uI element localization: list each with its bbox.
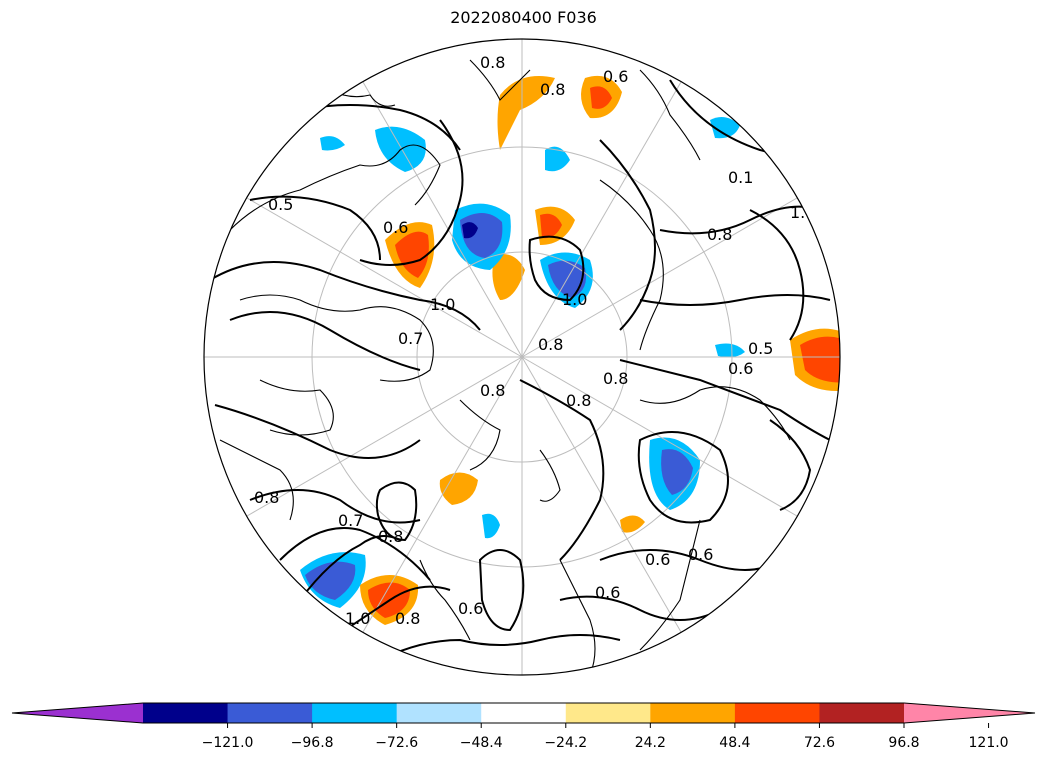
colorbar-segment — [143, 703, 229, 723]
map-boundary — [203, 38, 841, 676]
contour-label: 0.8 — [603, 369, 628, 388]
colorbar-tick-label: −48.4 — [459, 735, 503, 751]
contour-label: 0.5 — [268, 195, 293, 214]
colorbar-segment — [396, 703, 482, 723]
contour-label: 1.0 — [562, 290, 587, 309]
contour-label: 0.5 — [748, 339, 773, 358]
colorbar-tick-label: −121.0 — [201, 735, 254, 751]
contour-label: 0.8 — [395, 609, 420, 628]
colorbar-extend-low — [12, 703, 143, 723]
colorbar-segment — [565, 703, 651, 723]
colorbar-tick-label: 24.2 — [634, 735, 666, 751]
contour-label: 0.1 — [728, 168, 753, 187]
colorbar-extend-high — [904, 703, 1035, 723]
colorbar-segment — [227, 703, 313, 723]
contour-label: 0.6 — [688, 545, 713, 564]
map-title: 2022080400 F036 — [450, 8, 597, 27]
colorbar-segment — [312, 703, 398, 723]
contour-label: 1.0 — [345, 609, 370, 628]
colorbar-tick-label: −96.8 — [290, 735, 334, 751]
colorbar-segment — [819, 703, 905, 723]
contour-label: 0.8 — [566, 391, 591, 410]
contour-label: 0.6 — [458, 599, 483, 618]
colorbar-tick-label: 48.4 — [719, 735, 751, 751]
colorbar-tick-label: −72.6 — [375, 735, 419, 751]
colorbar-tick-label: 72.6 — [803, 735, 836, 751]
contour-label: 1.0 — [430, 295, 455, 314]
colorbar-segment — [650, 703, 736, 723]
contour-label: 0.7 — [398, 329, 423, 348]
contour-label: 0.6 — [383, 218, 408, 237]
contour-label: 0.8 — [538, 335, 563, 354]
contour-label: 0.8 — [540, 80, 565, 99]
colorbar-segment — [481, 703, 567, 723]
contour-label: 0.6 — [603, 67, 628, 86]
colorbar-outline — [11, 702, 1036, 724]
colorbar-segment — [734, 703, 820, 723]
contour-label: 0.8 — [707, 225, 732, 244]
contour-label: 0.8 — [378, 527, 403, 546]
colorbar-tick-label: 96.8 — [888, 735, 920, 751]
contour-label: 0.6 — [595, 583, 620, 602]
contour-label: 0.6 — [728, 359, 753, 378]
contour-label: 0.6 — [645, 550, 670, 569]
polar-map: 0.8 0.6 0.5 0.6 1.0 0.8 0.1 1.0 0.8 0.5 … — [203, 38, 841, 676]
contour-label: 0.8 — [254, 488, 279, 507]
contour-labels: 0.8 0.6 0.5 0.6 1.0 0.8 0.1 1.0 0.8 0.5 … — [254, 53, 815, 628]
contour-label: 0.7 — [338, 511, 363, 530]
colorbar-tick-label: 121.0 — [968, 735, 1009, 751]
contour-label: 0.8 — [480, 381, 505, 400]
colorbar-tick-label: −24.2 — [544, 735, 588, 751]
map-contents: 0.8 0.6 0.5 0.6 1.0 0.8 0.1 1.0 0.8 0.5 … — [204, 39, 840, 675]
contour-label: 0.8 — [480, 53, 505, 72]
